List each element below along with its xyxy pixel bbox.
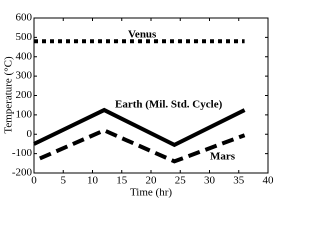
y-tick-label: 0 xyxy=(27,128,33,140)
x-tick-label: 0 xyxy=(31,175,37,187)
y-tick-label: -200 xyxy=(12,167,33,179)
y-tick-label: 100 xyxy=(16,108,33,120)
y-tick-label: -100 xyxy=(12,147,33,159)
y-tick-label: 200 xyxy=(16,89,33,101)
series-label: Earth (Mil. Std. Cycle) xyxy=(115,99,223,111)
x-axis-label: Time (hr) xyxy=(130,187,172,199)
series-line xyxy=(33,107,246,148)
x-tick-label: 5 xyxy=(61,175,67,187)
y-tick-label: 600 xyxy=(16,12,33,24)
series-line xyxy=(39,128,246,164)
y-tick-label: 300 xyxy=(16,70,33,82)
series-label: Venus xyxy=(128,29,157,41)
x-tick-label: 15 xyxy=(116,175,128,187)
chart: Time (hr) Temperature (°C) 0 5 10 15 20 25 30 3… xyxy=(3,12,275,199)
y-axis-label: Temperature (°C) xyxy=(3,56,15,134)
x-tick-label: 40 xyxy=(263,175,275,187)
x-tick-label: 35 xyxy=(233,175,245,187)
y-tick-label: 500 xyxy=(16,31,33,43)
x-tick-label: 20 xyxy=(146,175,158,187)
y-tick-label: 400 xyxy=(16,50,33,62)
x-tick-label: 25 xyxy=(175,175,187,187)
series-label: Mars xyxy=(210,151,236,163)
x-tick-label: 30 xyxy=(204,175,216,187)
x-tick-label: 10 xyxy=(87,175,99,187)
